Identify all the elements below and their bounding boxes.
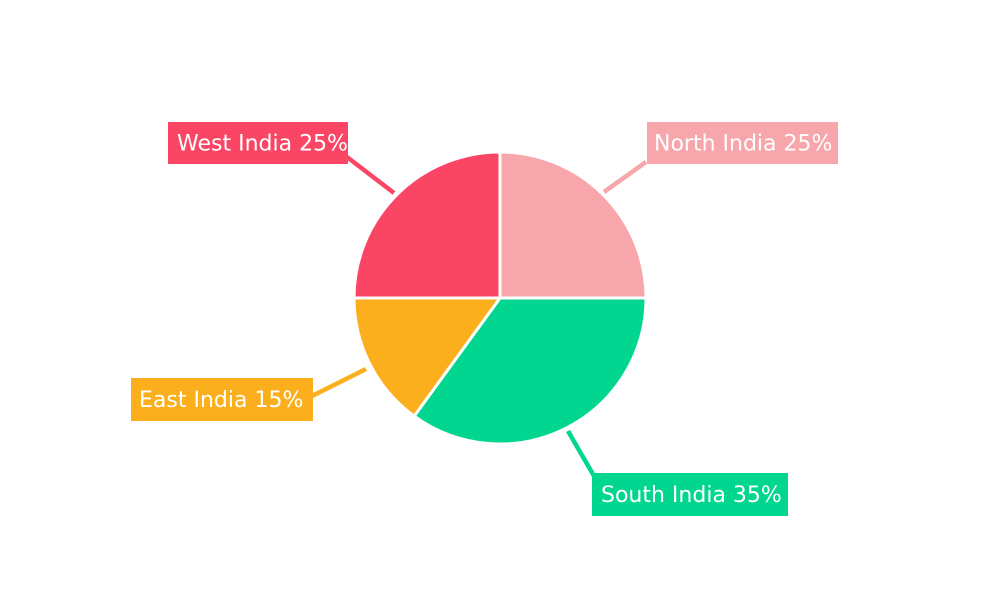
callout-box-south-india bbox=[592, 473, 788, 516]
leader-line-west-india bbox=[345, 155, 396, 195]
callout-text-north-india: North India 25% bbox=[654, 132, 832, 157]
pie-slice-west-india[interactable] bbox=[352, 150, 502, 300]
pie-slice-north-india[interactable] bbox=[498, 150, 648, 300]
leader-line-north-india bbox=[602, 160, 648, 194]
callout-labels-group: North India 25% South India 35% East India… bbox=[131, 122, 838, 516]
leader-line-south-india bbox=[566, 429, 596, 478]
pie-slices-group bbox=[352, 150, 648, 446]
leader-line-east-india bbox=[310, 366, 368, 399]
callout-text-south-india: South India 35% bbox=[601, 483, 782, 508]
pie-slice-east-india[interactable] bbox=[352, 296, 502, 418]
leader-lines-group bbox=[310, 155, 648, 478]
callout-text-west-india: West India 25% bbox=[177, 132, 348, 157]
pie-slice-south-india[interactable] bbox=[412, 296, 648, 446]
callout-text-east-india: East India 15% bbox=[139, 388, 303, 413]
callout-box-west-india bbox=[168, 122, 348, 164]
callout-box-north-india bbox=[647, 122, 838, 164]
callout-box-east-india bbox=[131, 378, 313, 421]
